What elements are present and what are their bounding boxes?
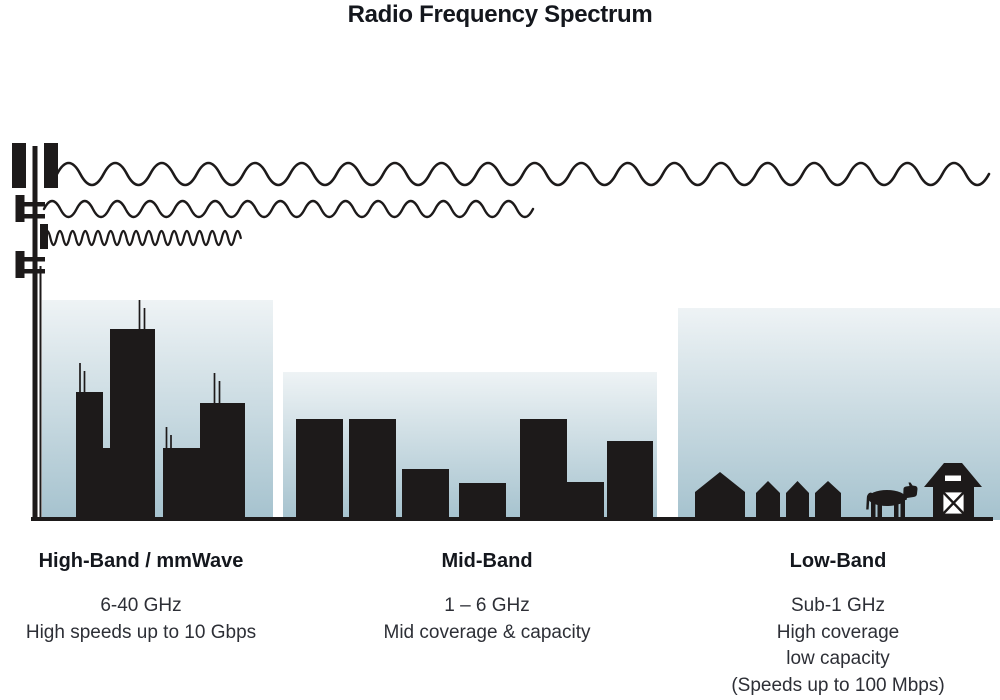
band-detail: low capacity bbox=[786, 648, 890, 669]
skyscraper bbox=[103, 448, 110, 518]
ground-line bbox=[31, 517, 993, 521]
skyscraper bbox=[163, 448, 200, 518]
mid-building bbox=[567, 482, 604, 518]
cell-tower-icon bbox=[12, 143, 58, 520]
band-frequency: Sub-1 GHz bbox=[791, 595, 885, 616]
house-icon bbox=[695, 472, 745, 519]
medium-wave-mid-band bbox=[42, 199, 535, 219]
band-detail: Mid coverage & capacity bbox=[383, 621, 591, 643]
band-frequency: 6-40 GHz bbox=[100, 595, 182, 616]
diagram-title: Radio Frequency Spectrum bbox=[347, 1, 653, 28]
skyscraper bbox=[110, 329, 155, 518]
mid-building bbox=[402, 469, 449, 518]
band-label-low: Low-Band Sub-1 GHz High coverage low cap… bbox=[731, 550, 944, 699]
house-icon bbox=[786, 481, 809, 519]
band-name: High-Band / mmWave bbox=[38, 550, 244, 572]
long-wave-low-band bbox=[55, 161, 991, 187]
spectrum-diagram bbox=[12, 143, 1000, 521]
band-frequency: 1 – 6 GHz bbox=[444, 595, 530, 616]
mid-building bbox=[520, 419, 567, 518]
radio-waves bbox=[42, 161, 991, 247]
barn-icon bbox=[924, 463, 982, 518]
skyscraper bbox=[76, 392, 103, 518]
band-label-mid: Mid-Band 1 – 6 GHz Mid coverage & capaci… bbox=[384, 550, 591, 646]
house-icon bbox=[756, 481, 780, 519]
rural-houses bbox=[695, 472, 841, 519]
house-icon bbox=[815, 481, 841, 519]
mid-building bbox=[349, 419, 396, 518]
band-name: Mid-Band bbox=[441, 550, 533, 572]
band-label-high: High-Band / mmWave 6-40 GHz High speeds … bbox=[26, 550, 256, 646]
skyscraper bbox=[200, 403, 245, 518]
city-skyline bbox=[76, 300, 245, 518]
mid-building bbox=[296, 419, 343, 518]
band-detail: High speeds up to 10 Gbps bbox=[25, 621, 257, 643]
band-name: Low-Band bbox=[789, 550, 887, 572]
short-wave-high-band bbox=[42, 229, 242, 247]
cow-icon bbox=[866, 482, 918, 518]
band-detail: High coverage bbox=[776, 621, 900, 643]
mid-building bbox=[459, 483, 506, 518]
mid-building bbox=[607, 441, 653, 518]
band-detail: (Speeds up to 100 Mbps) bbox=[731, 674, 945, 696]
midband-skyline bbox=[296, 419, 653, 518]
